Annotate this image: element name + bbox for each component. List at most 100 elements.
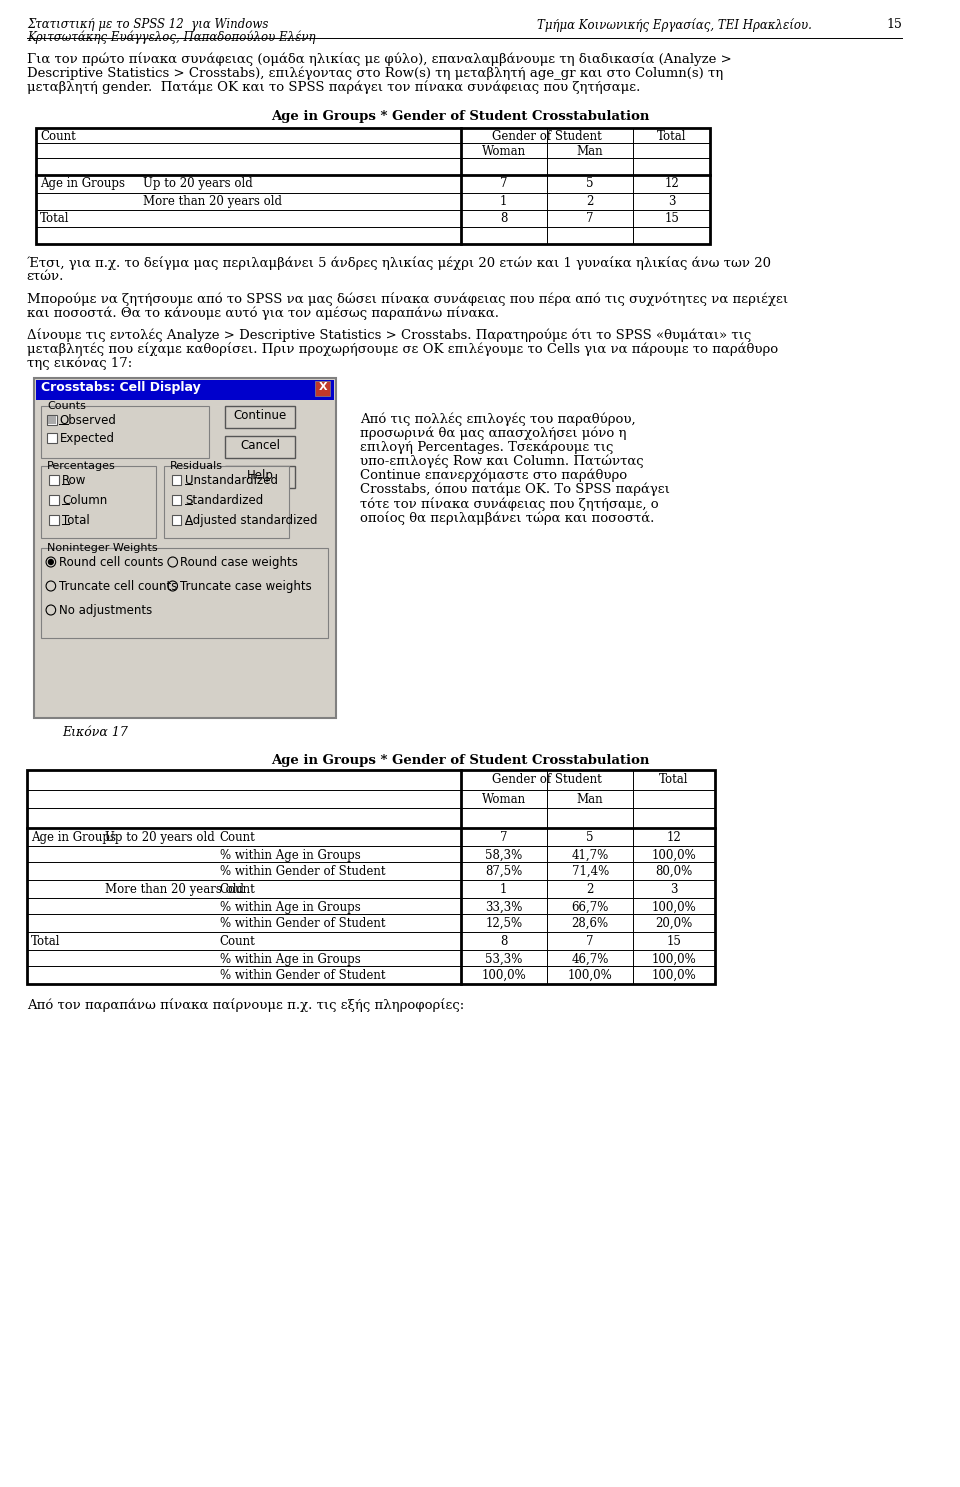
Bar (34, 378, 336, 718)
Text: Count: Count (220, 831, 255, 845)
Text: 15: 15 (886, 18, 902, 31)
Text: Descriptive Statistics > Crosstabs), επιλέγοντας στο Row(s) τη μεταβλητή age_gr : Descriptive Statistics > Crosstabs), επι… (27, 65, 723, 79)
Text: Age in Groups: Age in Groups (40, 177, 126, 190)
Text: 15: 15 (666, 935, 682, 949)
Text: Continue επανερχόμαστε στο παράθυρο: Continue επανερχόμαστε στο παράθυρο (360, 468, 627, 482)
Bar (48, 416, 56, 424)
Text: Count: Count (220, 935, 255, 949)
Text: Εικόνα 17: Εικόνα 17 (62, 726, 129, 739)
Text: Total: Total (62, 515, 90, 526)
Text: Δίνουμε τις εντολές Analyze > Descriptive Statistics > Crosstabs. Παρατηρούμε ότ: Δίνουμε τις εντολές Analyze > Descriptiv… (27, 329, 751, 342)
Text: % within Gender of Student: % within Gender of Student (220, 865, 385, 877)
Bar (49, 474, 59, 485)
Text: μεταβλητές που είχαμε καθορίσει. Πριν προχωρήσουμε σε ΟΚ επιλέγουμε το Cells για: μεταβλητές που είχαμε καθορίσει. Πριν πρ… (27, 342, 778, 355)
Bar (41, 549, 328, 638)
Text: μεταβλητή gender.  Πατάμε ΟΚ και το SPSS παράγει τον πίνακα συνάφειας που ζητήσα: μεταβλητή gender. Πατάμε ΟΚ και το SPSS … (27, 80, 640, 94)
Text: 80,0%: 80,0% (656, 865, 693, 877)
Text: 12: 12 (666, 831, 682, 845)
Text: 41,7%: 41,7% (571, 849, 609, 862)
Text: 8: 8 (500, 935, 508, 949)
Text: Truncate cell counts: Truncate cell counts (59, 580, 177, 593)
Text: 7: 7 (587, 213, 594, 225)
Text: More than 20 years old: More than 20 years old (143, 195, 282, 208)
Text: Age in Groups * Gender of Student Crosstabulation: Age in Groups * Gender of Student Crosst… (272, 110, 650, 123)
Text: % within Age in Groups: % within Age in Groups (220, 849, 361, 862)
Text: 7: 7 (500, 831, 508, 845)
Text: Man: Man (577, 146, 604, 158)
Text: 100,0%: 100,0% (567, 970, 612, 981)
Text: Total: Total (31, 935, 60, 949)
Text: Residuals: Residuals (170, 461, 223, 471)
Text: Adjusted standardized: Adjusted standardized (185, 515, 318, 526)
Text: Total: Total (657, 129, 686, 143)
Text: Observed: Observed (60, 413, 116, 427)
Text: Percentages: Percentages (47, 461, 116, 471)
Text: Gender of Student: Gender of Student (492, 129, 602, 143)
Text: Standardized: Standardized (185, 494, 263, 507)
Text: Από τον παραπάνω πίνακα παίρνουμε π.χ. τις εξής πληροφορίες:: Από τον παραπάνω πίνακα παίρνουμε π.χ. τ… (27, 998, 464, 1011)
Text: 100,0%: 100,0% (481, 970, 526, 981)
Text: υπο-επιλογές Row και Column. Πατώντας: υπο-επιλογές Row και Column. Πατώντας (360, 455, 643, 468)
Text: 33,3%: 33,3% (485, 901, 522, 915)
Text: Round cell counts: Round cell counts (59, 556, 163, 570)
Text: Τμήμα Κοινωνικής Εργασίας, ΤΕΙ Ηρακλείου.: Τμήμα Κοινωνικής Εργασίας, ΤΕΙ Ηρακλείου… (538, 18, 812, 31)
Text: No adjustments: No adjustments (59, 604, 152, 617)
Text: επιλογή Percentages. Τσεκάρουμε τις: επιλογή Percentages. Τσεκάρουμε τις (360, 442, 613, 455)
Bar (172, 515, 181, 525)
Text: 5: 5 (587, 177, 594, 190)
Circle shape (48, 559, 53, 565)
Text: Από τις πολλές επιλογές του παραθύρου,: Από τις πολλές επιλογές του παραθύρου, (360, 413, 636, 427)
Bar (315, 381, 330, 396)
Text: Age in Groups: Age in Groups (31, 831, 116, 845)
Text: Στατιστική με το SPSS 12  για Windows: Στατιστική με το SPSS 12 για Windows (27, 18, 268, 31)
Text: % within Age in Groups: % within Age in Groups (220, 953, 361, 967)
Text: 3: 3 (670, 883, 678, 897)
Text: της εικόνας 17:: της εικόνας 17: (27, 355, 132, 369)
Bar (41, 406, 209, 458)
Text: Expected: Expected (60, 433, 114, 445)
Text: 100,0%: 100,0% (652, 849, 696, 862)
Text: 20,0%: 20,0% (656, 917, 693, 929)
Text: 87,5%: 87,5% (485, 865, 522, 877)
Text: Row: Row (62, 474, 86, 488)
Text: 5: 5 (587, 831, 594, 845)
Bar (164, 465, 289, 538)
Text: % within Gender of Student: % within Gender of Student (220, 970, 385, 981)
Text: Crosstabs: Cell Display: Crosstabs: Cell Display (41, 381, 201, 394)
Text: 7: 7 (500, 177, 508, 190)
Text: 53,3%: 53,3% (485, 953, 522, 967)
Bar (36, 128, 710, 244)
Text: 100,0%: 100,0% (652, 953, 696, 967)
Text: Counts: Counts (47, 401, 85, 410)
Text: 12,5%: 12,5% (485, 917, 522, 929)
Text: % within Age in Groups: % within Age in Groups (220, 901, 361, 915)
Bar (27, 770, 715, 984)
Text: 3: 3 (668, 195, 676, 208)
Text: Continue: Continue (233, 409, 287, 422)
Bar (41, 465, 156, 538)
FancyBboxPatch shape (226, 436, 295, 458)
Text: Man: Man (577, 793, 604, 806)
Text: 28,6%: 28,6% (571, 917, 609, 929)
FancyBboxPatch shape (226, 406, 295, 428)
Text: 100,0%: 100,0% (652, 970, 696, 981)
Text: Κριτσωτάκης Ευάγγελος, Παπαδοπούλου Ελένη: Κριτσωτάκης Ευάγγελος, Παπαδοπούλου Ελέν… (27, 30, 316, 43)
Text: 7: 7 (587, 935, 594, 949)
Text: Help: Help (247, 468, 274, 482)
Bar (172, 474, 181, 485)
Text: Crosstabs, όπου πατάμε ΟΚ. Το SPSS παράγει: Crosstabs, όπου πατάμε ΟΚ. Το SPSS παράγ… (360, 483, 670, 497)
Bar (36, 381, 334, 400)
Text: Column: Column (62, 494, 108, 507)
Text: X: X (319, 382, 327, 393)
Text: 8: 8 (500, 213, 508, 225)
Text: Έτσι, για π.χ. το δείγμα μας περιλαμβάνει 5 άνδρες ηλικίας μέχρι 20 ετών και 1 γ: Έτσι, για π.χ. το δείγμα μας περιλαμβάνε… (27, 256, 771, 269)
Bar (172, 495, 181, 506)
Text: και ποσοστά. Θα το κάνουμε αυτό για τον αμέσως παραπάνω πίνακα.: και ποσοστά. Θα το κάνουμε αυτό για τον … (27, 306, 499, 320)
Text: ετών.: ετών. (27, 271, 64, 283)
Text: Μπορούμε να ζητήσουμε από το SPSS να μας δώσει πίνακα συνάφειας που πέρα από τις: Μπορούμε να ζητήσουμε από το SPSS να μας… (27, 291, 788, 306)
Text: Unstandardized: Unstandardized (185, 474, 278, 488)
Bar (49, 515, 59, 525)
Text: 2: 2 (587, 195, 594, 208)
Bar (47, 433, 57, 443)
Text: οποίος θα περιλαμβάνει τώρα και ποσοστά.: οποίος θα περιλαμβάνει τώρα και ποσοστά. (360, 512, 654, 525)
